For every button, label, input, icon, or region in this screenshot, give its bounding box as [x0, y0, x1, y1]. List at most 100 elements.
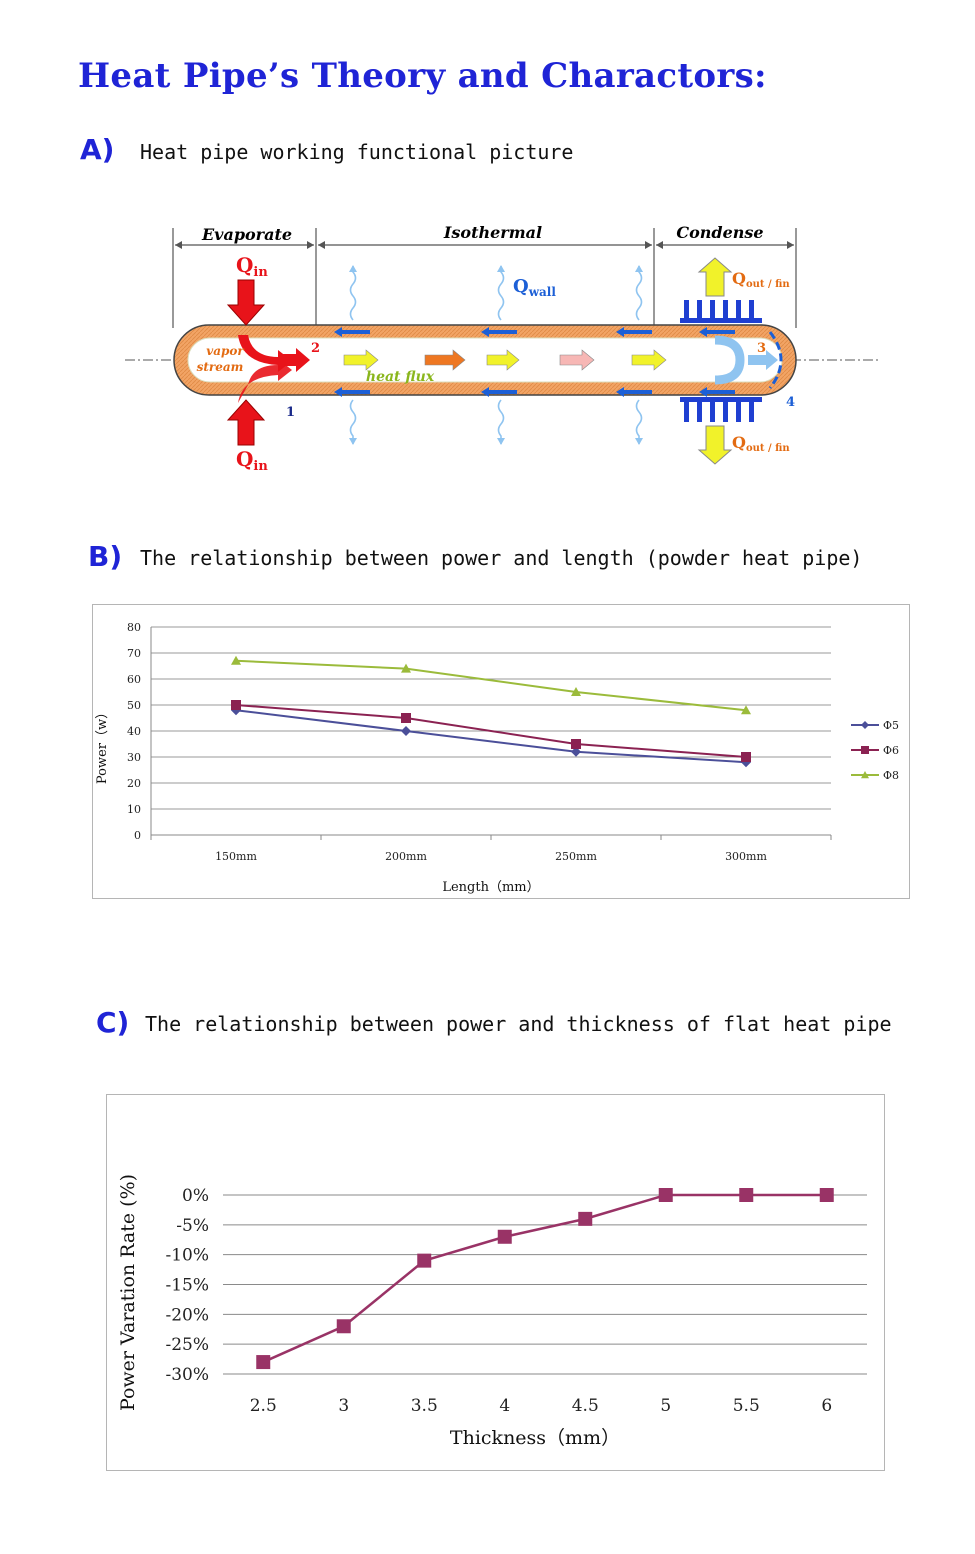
chart-power-vs-thickness-svg: 0% -5% -10% -15% -20% -25% -30% 2.5 3 3.5 4 4.5 5 5.5… — [117, 1174, 867, 1449]
y-tick-label: -10% — [165, 1246, 209, 1266]
data-point — [571, 739, 581, 749]
x-tick-label: 5.5 — [733, 1396, 760, 1416]
data-point — [401, 713, 411, 723]
y-tick-label: 0% — [182, 1186, 209, 1206]
wall-heat-waves — [349, 266, 643, 444]
y-tick-label: 50 — [127, 699, 141, 712]
data-point — [231, 655, 241, 665]
zone-condense-label: Condense — [676, 223, 763, 242]
data-point — [571, 687, 581, 696]
q-in-bottom-label: Qin — [236, 447, 268, 474]
y-tick-label: 30 — [127, 751, 141, 764]
section-a-caption: Heat pipe working functional picture — [140, 140, 574, 164]
x-tick-label: 5 — [660, 1396, 671, 1416]
heat-flux-label: heat flux — [366, 369, 435, 385]
q-in-top-label: Qin — [236, 253, 268, 280]
data-point — [336, 1319, 351, 1334]
x-tick-label: 200mm — [385, 850, 427, 863]
y-axis-label: Power（w） — [95, 706, 110, 784]
x-axis-label: Length（mm） — [442, 880, 539, 895]
section-a-letter: A) — [80, 133, 115, 166]
data-point — [819, 1188, 834, 1202]
y-tick-label: -5% — [176, 1216, 209, 1236]
liquid-return-arrows — [334, 327, 735, 397]
legend-label: Φ6 — [883, 744, 899, 757]
data-point — [571, 746, 581, 757]
chart-power-vs-length: 0 10 20 30 40 50 60 70 80 150mm 200mm 250mm 300mm Len… — [92, 604, 910, 899]
legend-label: Φ8 — [883, 769, 899, 782]
legend-label: Φ5 — [883, 719, 899, 732]
marker-2: 2 — [311, 341, 320, 356]
zone-evaporate-label: Evaporate — [201, 225, 292, 244]
x-tick-label: 150mm — [215, 850, 257, 863]
section-c-caption: The relationship between power and thick… — [145, 1012, 892, 1036]
data-point — [417, 1253, 432, 1268]
x-tick-label: 2.5 — [250, 1396, 277, 1416]
chart-power-vs-length-svg: 0 10 20 30 40 50 60 70 80 150mm 200mm 250mm 300mm Len… — [95, 621, 899, 895]
legend-marker — [861, 721, 869, 729]
section-c-letter: C) — [96, 1006, 130, 1039]
x-tick-label: 4.5 — [572, 1396, 599, 1416]
data-point — [741, 705, 751, 715]
q-wall-label: Qwall — [513, 276, 556, 299]
x-tick-label: 3 — [338, 1396, 349, 1416]
heat-out-top-arrow — [697, 257, 733, 297]
vapor-forward-arrow — [278, 348, 310, 372]
x-tick-label: 250mm — [555, 850, 597, 863]
heat-in-top-arrow — [226, 279, 266, 326]
zone-isothermal-label: Isothermal — [443, 223, 542, 242]
data-point — [401, 726, 411, 736]
data-point — [739, 1188, 754, 1202]
y-tick-label: -30% — [165, 1365, 209, 1385]
condenser-end-return — [768, 331, 783, 389]
heat-out-bottom-arrow — [697, 425, 733, 465]
y-tick-label: -25% — [165, 1335, 209, 1355]
y-tick-label: 40 — [127, 725, 141, 738]
data-point — [256, 1355, 271, 1370]
x-axis-label: Thickness（mm） — [450, 1427, 620, 1449]
x-tick-label: 6 — [821, 1396, 832, 1416]
vapor-stream-label-2: stream — [197, 360, 244, 374]
y-tick-label: 70 — [127, 647, 141, 660]
legend-marker — [861, 771, 869, 779]
condenser-flow-arrow — [748, 350, 778, 370]
legend-marker — [861, 746, 869, 754]
heat-in-bottom-arrow — [226, 399, 266, 446]
section-b-caption: The relationship between power and lengt… — [140, 546, 863, 570]
y-tick-label: 80 — [127, 621, 141, 634]
vapor-curve-bottom-arrow — [238, 359, 292, 403]
data-point — [658, 1188, 673, 1202]
x-tick-label: 3.5 — [411, 1396, 438, 1416]
data-point — [578, 1211, 593, 1226]
condenser-fins — [680, 300, 762, 422]
vapor-stream-label-1: vapor — [206, 344, 245, 358]
y-tick-label: 60 — [127, 673, 141, 686]
section-b-letter: B) — [88, 540, 123, 573]
zone-dividers — [172, 228, 797, 328]
page-title: Heat Pipe’s Theory and Charactors: — [78, 56, 767, 96]
marker-1: 1 — [286, 405, 295, 420]
data-point — [741, 752, 751, 762]
y-tick-label: 0 — [134, 829, 141, 842]
x-tick-label: 300mm — [725, 850, 767, 863]
series-line-1 — [235, 704, 747, 758]
series-line-0 — [235, 709, 747, 764]
y-axis-label: Power Varation Rate (%) — [117, 1174, 139, 1411]
condensation-curl — [714, 335, 745, 385]
y-tick-label: -20% — [165, 1305, 209, 1325]
data-point — [231, 700, 241, 710]
q-out-top-label: Qout / fin — [732, 269, 790, 290]
vapor-flow-arrows — [343, 349, 667, 371]
y-tick-label: -15% — [165, 1276, 209, 1296]
marker-3: 3 — [757, 341, 766, 356]
y-tick-label: 20 — [127, 777, 141, 790]
data-point — [497, 1229, 512, 1244]
data-point — [401, 663, 411, 673]
series-line-0 — [262, 1193, 827, 1364]
x-tick-label: 4 — [499, 1396, 510, 1416]
y-tick-label: 10 — [127, 803, 141, 816]
heat-pipe-diagram: Evaporate Isothermal Condense Qin Qin va… — [125, 223, 880, 474]
q-out-bottom-label: Qout / fin — [732, 433, 790, 454]
marker-4: 4 — [786, 395, 795, 410]
series-line-2 — [235, 659, 747, 712]
